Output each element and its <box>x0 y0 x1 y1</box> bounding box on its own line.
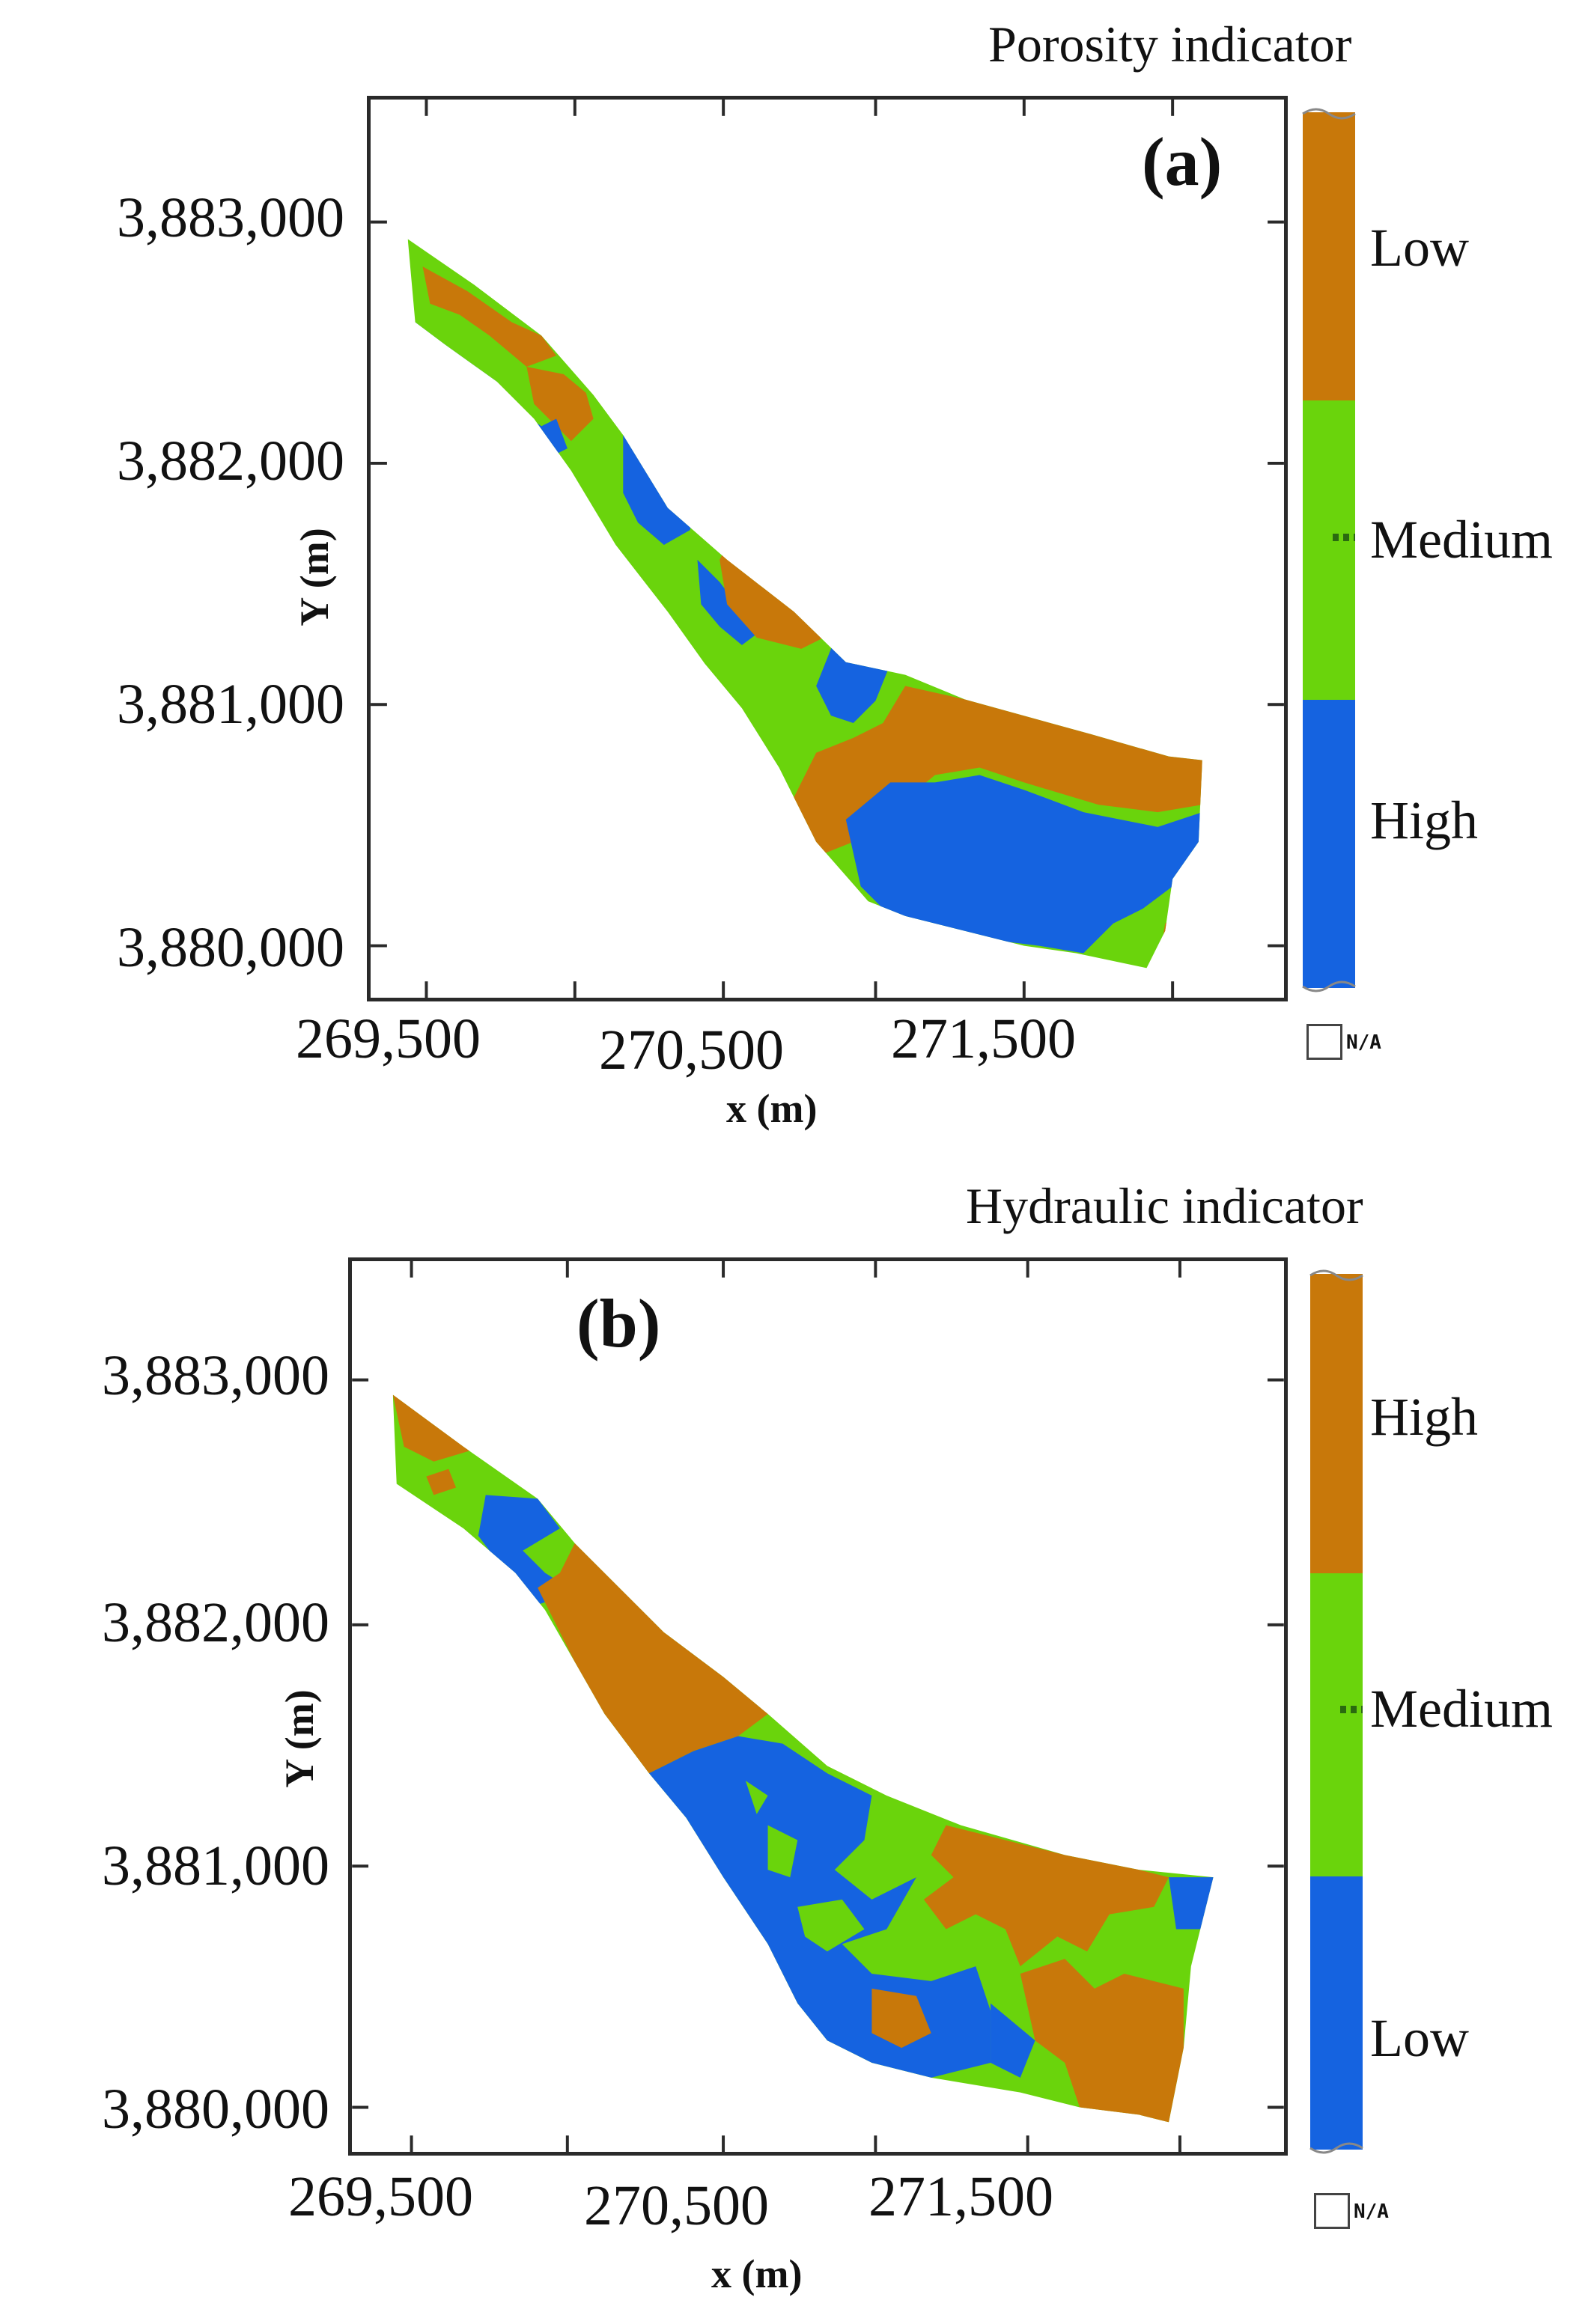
panel-b-letter: (b) <box>576 1285 661 1361</box>
panel-a-xtick: 270,500 <box>599 1019 784 1082</box>
panel-b-y-axis-label: Y (m) <box>277 1689 322 1788</box>
panel-a-ytick: 3,883,000 <box>117 186 344 249</box>
panel-b-na-label: N/A <box>1354 2201 1389 2223</box>
panel-b-low-region <box>991 2003 1035 2078</box>
panel-a-legend-swatch-high <box>1303 700 1355 988</box>
panel-b-high-region <box>1020 1959 1184 2123</box>
panel-b: Hydraulic indicator <box>0 1162 1585 2323</box>
panel-b-xtick: 269,500 <box>288 2165 473 2228</box>
panel-a-low-region <box>526 367 594 442</box>
panel-b-na-swatch <box>1314 2193 1350 2229</box>
panel-a-ytick: 3,880,000 <box>117 916 344 979</box>
panel-a-title: Porosity indicator <box>988 16 1352 73</box>
panel-a-legend-label-high: High <box>1370 790 1478 850</box>
panel-a-y-axis-label: Y (m) <box>292 528 337 626</box>
panel-b-high-region <box>871 1988 931 2049</box>
panel-b-map-area: (b) <box>348 1257 1288 2156</box>
panel-b-medium-region <box>797 1899 865 1952</box>
panel-b-map <box>352 1261 1284 2152</box>
panel-b-legend-swatch-low <box>1310 1876 1363 2150</box>
panel-a-xtick: 269,500 <box>296 1007 481 1070</box>
panel-b-high-region <box>426 1468 457 1495</box>
panel-b-high-region <box>923 1825 1169 1967</box>
panel-b-legend-swatch-high <box>1310 1274 1363 1573</box>
panel-a-legend-colorbar <box>1302 108 1356 992</box>
panel-b-high-region <box>538 1543 768 1774</box>
panel-a-ytick: 3,881,000 <box>117 673 344 736</box>
panel-a-ytick: 3,882,000 <box>117 430 344 492</box>
panel-a-low-region <box>786 686 1202 857</box>
panel-b-indicator-regions <box>392 1394 1214 2123</box>
panel-b-ytick: 3,883,000 <box>102 1344 329 1407</box>
panel-a-letter: (a) <box>1142 123 1223 200</box>
panel-b-xtick: 271,500 <box>868 2165 1053 2228</box>
panel-b-ytick: 3,881,000 <box>102 1835 329 1897</box>
panel-a-indicator-regions <box>407 239 1202 969</box>
panel-a-map-area: (a) <box>367 96 1288 1001</box>
panel-b-high-region <box>392 1394 471 1462</box>
panel-b-legend-label-high: High <box>1370 1387 1478 1447</box>
panel-b-low-region <box>1169 1877 1214 1930</box>
panel-b-legend-label-low: Low <box>1370 2008 1469 2068</box>
panel-b-x-axis-label: x (m) <box>711 2251 803 2296</box>
panel-a-na-label: N/A <box>1346 1031 1381 1054</box>
panel-a-na-swatch <box>1306 1024 1342 1060</box>
panel-b-legend-label-medium: Medium <box>1370 1679 1553 1739</box>
panel-b-xtick: 270,500 <box>584 2174 769 2237</box>
panel-a-high-region <box>845 775 1202 954</box>
panel-b-ytick: 3,880,000 <box>102 2078 329 2141</box>
panel-a-legend-swatch-medium <box>1303 400 1355 700</box>
panel-a-legend-swatch-low <box>1303 112 1355 400</box>
panel-b-title: Hydraulic indicator <box>966 1177 1363 1234</box>
panel-a-map <box>371 100 1284 998</box>
panel-b-medium-region <box>767 1825 798 1878</box>
panel-a-x-axis-label: x (m) <box>726 1086 818 1131</box>
panel-b-ytick: 3,882,000 <box>102 1591 329 1654</box>
panel-a-legend-label-low: Low <box>1370 218 1469 278</box>
panel-a-legend-label-medium: Medium <box>1370 510 1553 570</box>
panel-b-tick-marks <box>352 1261 1284 2152</box>
panel-b-legend-swatch-medium <box>1310 1573 1363 1876</box>
panel-b-medium-region <box>745 1781 768 1814</box>
panel-a-tick-marks <box>371 100 1284 998</box>
panel-a: Porosity indicator <box>117 16 1553 1131</box>
panel-a-low-region <box>422 266 557 367</box>
panel-b-legend-colorbar <box>1309 1269 1363 2154</box>
panel-a-xtick: 271,500 <box>891 1007 1076 1070</box>
